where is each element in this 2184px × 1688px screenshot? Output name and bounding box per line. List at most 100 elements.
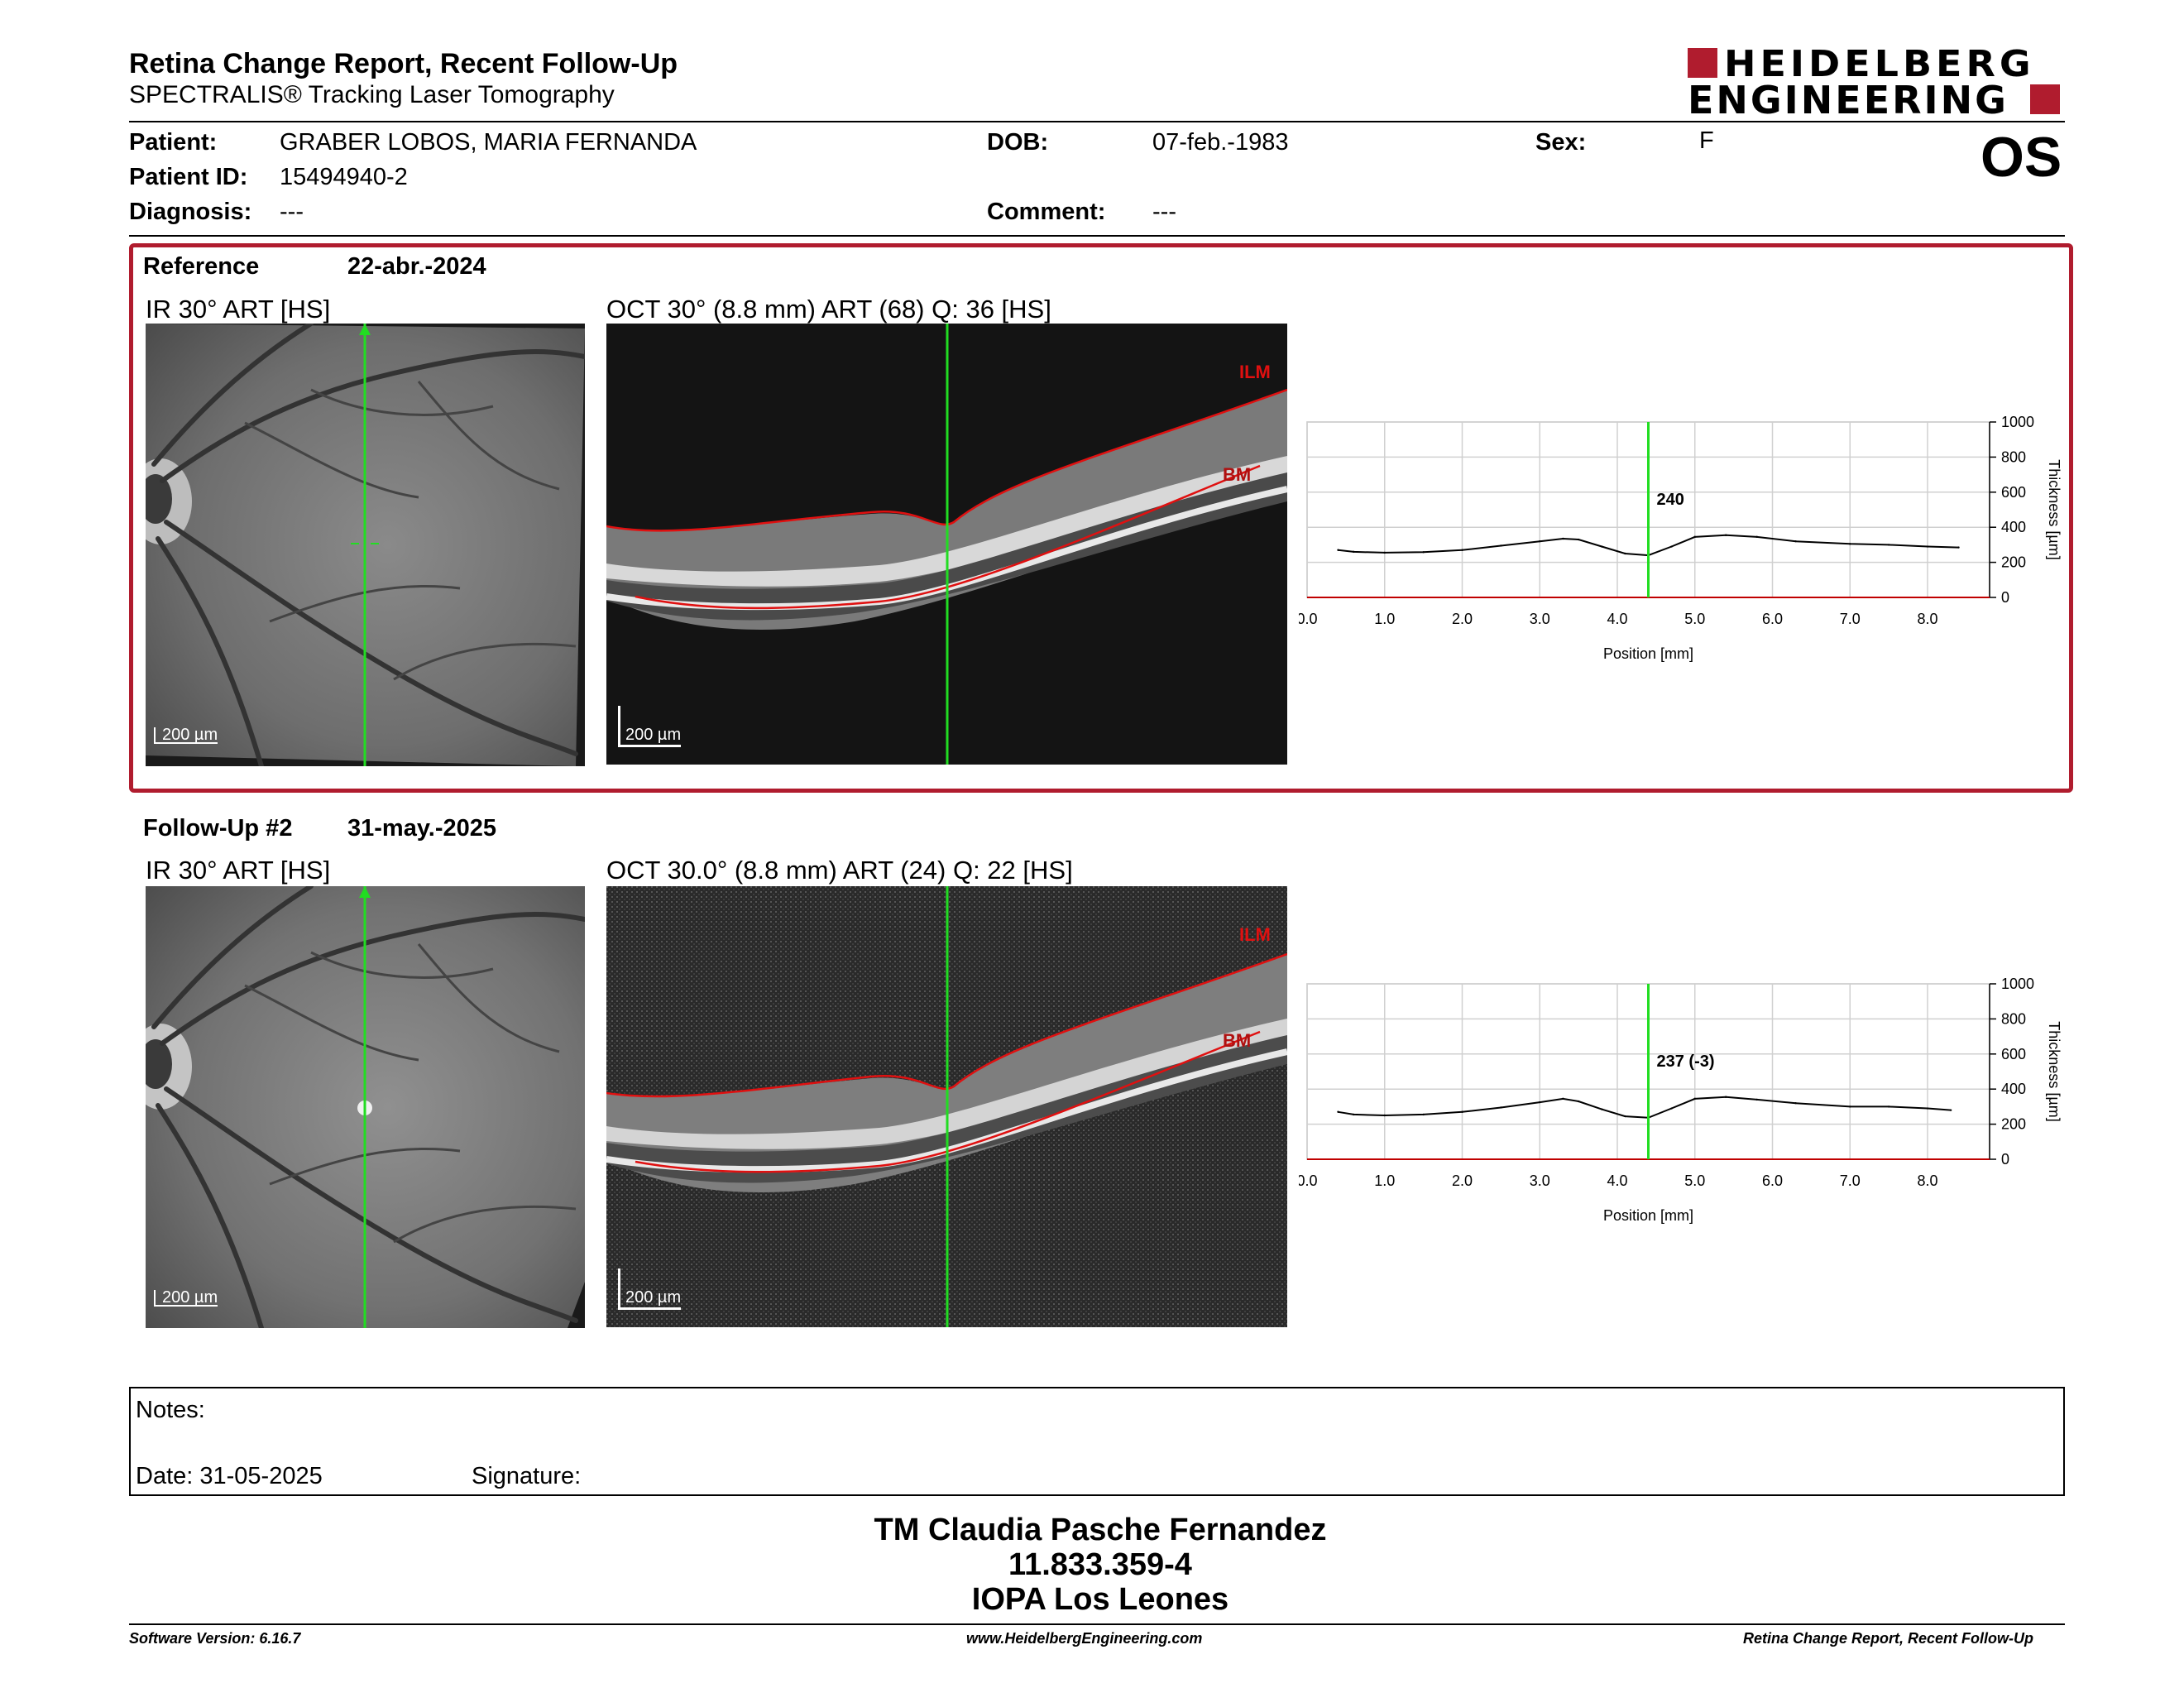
reference-date: 22-abr.-2024: [347, 253, 486, 280]
footer-report-name: Retina Change Report, Recent Follow-Up: [1743, 1630, 2034, 1647]
followup-oct-image[interactable]: ILM BM 200 µm: [606, 886, 1287, 1327]
footer-divider: [129, 1623, 2065, 1625]
comment-value: ---: [1152, 199, 1176, 225]
followup-marker-value: 237 (-3): [1657, 1053, 1715, 1071]
reference-ytick-label: 0: [2001, 589, 2009, 606]
followup-data-point: [1670, 1107, 1673, 1110]
dob-label: DOB:: [987, 129, 1049, 156]
reference-data-point: [1461, 549, 1463, 551]
followup-ir-image[interactable]: 200 µm: [146, 886, 585, 1328]
followup-ilm-label: ILM: [1239, 924, 1271, 945]
reference-xtick-label: 1.0: [1374, 611, 1395, 627]
reference-data-point: [1601, 545, 1603, 548]
reference-ir-fundus: [146, 324, 585, 766]
reference-ytick-label: 1000: [2001, 414, 2034, 430]
reference-xtick-label: 2.0: [1452, 611, 1473, 627]
reference-ytick-label: 800: [2001, 448, 2026, 465]
followup-data-point: [1577, 1100, 1580, 1103]
followup-data-point: [1562, 1097, 1564, 1101]
reference-ir-title: IR 30° ART [HS]: [146, 295, 331, 324]
logo-text-bottom: ENGINEERING: [1688, 78, 2009, 122]
followup-xtick-label: 1.0: [1374, 1172, 1395, 1189]
followup-ytick-label: 800: [2001, 1010, 2026, 1027]
reference-data-point: [1849, 543, 1851, 545]
signer-name: TM Claudia Pasche Fernandez: [874, 1513, 1327, 1547]
reference-ytick-label: 400: [2001, 519, 2026, 535]
comment-label: Comment:: [987, 199, 1106, 225]
report-title: Retina Change Report, Recent Follow-Up: [129, 48, 678, 79]
reference-ir-image[interactable]: 200 µm: [146, 324, 585, 766]
reference-data-point: [1957, 546, 1960, 549]
reference-xtick-label: 4.0: [1607, 611, 1627, 627]
dob-value: 07-feb.-1983: [1152, 129, 1289, 156]
reference-xtick-label: 0.0: [1299, 611, 1318, 627]
reference-data-point: [1353, 550, 1355, 554]
software-version: Software Version: 6.16.7: [129, 1630, 301, 1647]
followup-xtick-label: 7.0: [1840, 1172, 1861, 1189]
reference-oct-title: OCT 30° (8.8 mm) ART (68) Q: 36 [HS]: [606, 295, 1051, 324]
followup-ytick-label: 200: [2001, 1116, 2026, 1133]
notes-date: Date: 31-05-2025: [136, 1463, 323, 1489]
reference-oct-image[interactable]: ILM BM 200 µm: [606, 324, 1287, 765]
followup-data-point: [1500, 1106, 1502, 1109]
logo-square-bottom: [2030, 84, 2060, 114]
reference-thickness-chart: 0.0 1.0 2.0 3.0 4.0 5.0 6.0 7.0 8.0 0 200 400 600 800…: [1299, 414, 2062, 662]
header-divider: [129, 121, 2065, 122]
followup-ir-scale-label: 200 µm: [162, 1288, 218, 1307]
notes-box[interactable]: Notes: Date: 31-05-2025 Signature:: [129, 1387, 2065, 1496]
eye-indicator: OS: [1980, 126, 2062, 189]
followup-data-point: [1353, 1113, 1355, 1116]
reference-marker-value: 240: [1657, 491, 1684, 509]
reference-ir-scalebar: 200 µm: [154, 727, 218, 744]
followup-data-point: [1461, 1110, 1463, 1113]
followup-xtick-label: 4.0: [1607, 1172, 1627, 1189]
followup-data-point: [1693, 1097, 1696, 1101]
reference-data-point: [1562, 537, 1564, 540]
signature-label: Signature:: [472, 1463, 582, 1489]
logo-square-top: [1688, 48, 1717, 78]
followup-ir-scalebar: 200 µm: [154, 1288, 218, 1307]
followup-oct-title: OCT 30.0° (8.8 mm) ART (24) Q: 22 [HS]: [606, 856, 1073, 885]
reference-data-point: [1725, 534, 1727, 536]
followup-ir-title: IR 30° ART [HS]: [146, 856, 331, 885]
followup-data-point: [1383, 1114, 1386, 1117]
reference-yaxis-label: Thickness [µm]: [2046, 459, 2062, 559]
signer-id: 11.833.359-4: [1008, 1547, 1192, 1582]
followup-oct-bscan: ILM BM: [606, 886, 1287, 1327]
followup-xtick-label: 5.0: [1684, 1172, 1705, 1189]
followup-data-point: [1422, 1113, 1425, 1116]
followup-data-point: [1849, 1105, 1851, 1108]
signer-institution: IOPA Los Leones: [971, 1582, 1229, 1617]
reference-xtick-label: 5.0: [1684, 611, 1705, 627]
reference-data-point: [1422, 551, 1425, 554]
patient-value: GRABER LOBOS, MARIA FERNANDA: [280, 129, 697, 156]
followup-data-point: [1725, 1096, 1727, 1098]
logo-text-top: HEIDELBERG: [1724, 42, 2035, 85]
website-link[interactable]: www.HeidelbergEngineering.com: [966, 1630, 1203, 1647]
sex-label: Sex:: [1535, 129, 1587, 156]
followup-date: 31-may.-2025: [347, 815, 497, 842]
followup-data-point: [1926, 1107, 1929, 1110]
followup-data-point: [1794, 1101, 1797, 1105]
diagnosis-value: ---: [280, 199, 304, 225]
followup-oct-scalebar: 200 µm: [618, 1268, 682, 1310]
reference-label: Reference: [143, 253, 260, 280]
followup-bm-label: BM: [1223, 1030, 1251, 1051]
reference-bm-label: BM: [1223, 464, 1251, 485]
reference-ytick-label: 600: [2001, 484, 2026, 501]
reference-data-point: [1383, 551, 1386, 554]
followup-data-point: [1949, 1109, 1952, 1111]
followup-xtick-label: 8.0: [1917, 1172, 1937, 1189]
reference-data-point: [1539, 539, 1541, 543]
reference-oct-bscan: ILM BM: [606, 324, 1287, 765]
followup-ytick-label: 600: [2001, 1046, 2026, 1062]
diagnosis-label: Diagnosis:: [129, 199, 252, 225]
reference-data-point: [1337, 549, 1339, 551]
followup-data-point: [1624, 1115, 1626, 1118]
reference-data-point: [1693, 535, 1696, 539]
reference-oct-scale-label: 200 µm: [625, 726, 682, 744]
patient-id-value: 15494940-2: [280, 164, 408, 190]
reference-data-point: [1670, 545, 1673, 548]
followup-xaxis-label: Position [mm]: [1603, 1207, 1693, 1224]
reference-data-point: [1926, 545, 1929, 548]
